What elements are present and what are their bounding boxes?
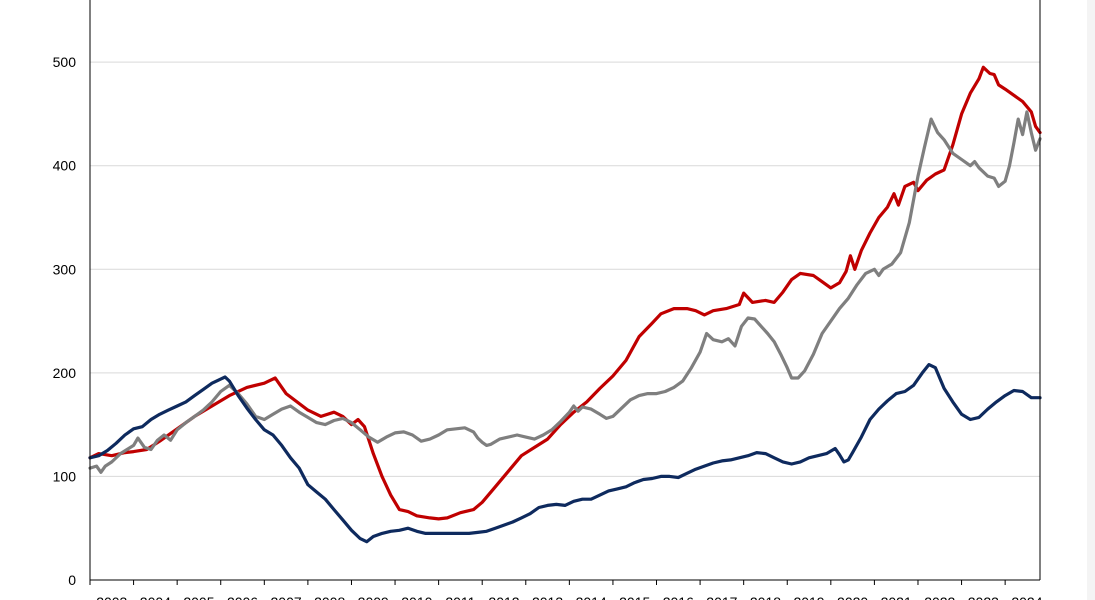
gridlines	[90, 61, 1040, 477]
series-line-3	[88, 363, 1042, 544]
x-tick-label: 2005	[183, 594, 214, 600]
x-tick-label: 2021	[881, 594, 912, 600]
x-tick-label: 2004	[140, 594, 171, 600]
x-tick-label: 2008	[314, 594, 345, 600]
y-tick-labels: 0 100 200 300 400 500	[53, 54, 77, 588]
x-tick-label: 2018	[750, 594, 781, 600]
scrollbar-strip	[1087, 0, 1095, 600]
series-line-2	[88, 110, 1042, 474]
x-tick-label: 2019	[793, 594, 824, 600]
y-tick-label: 200	[53, 365, 77, 381]
x-tick-label: 2010	[401, 594, 432, 600]
x-tick-label: 2016	[663, 594, 694, 600]
y-tick-label: 400	[53, 158, 77, 174]
x-tick-label: 2014	[576, 594, 607, 600]
y-tick-label: 0	[68, 572, 76, 588]
axes	[89, 0, 1041, 585]
x-tick-label: 2011	[445, 594, 475, 600]
x-tick-label: 2020	[837, 594, 868, 600]
x-tick-label: 2009	[358, 594, 389, 600]
y-tick-label: 500	[53, 54, 77, 70]
x-tick-label: 2022	[924, 594, 955, 600]
y-tick-label: 300	[53, 261, 77, 277]
x-tick-label: 2015	[619, 594, 650, 600]
x-tick-label: 2017	[706, 594, 737, 600]
x-tick-label: 2006	[227, 594, 258, 600]
x-tick-label: 2024	[1011, 594, 1042, 600]
series-line-1	[88, 65, 1042, 521]
x-tick-label: 2013	[532, 594, 563, 600]
x-tick-label: 2023	[968, 594, 999, 600]
y-tick-label: 100	[53, 468, 77, 484]
series-lines	[88, 65, 1042, 544]
x-tick-label: 2012	[488, 594, 519, 600]
x-tick-label: 2007	[271, 594, 302, 600]
